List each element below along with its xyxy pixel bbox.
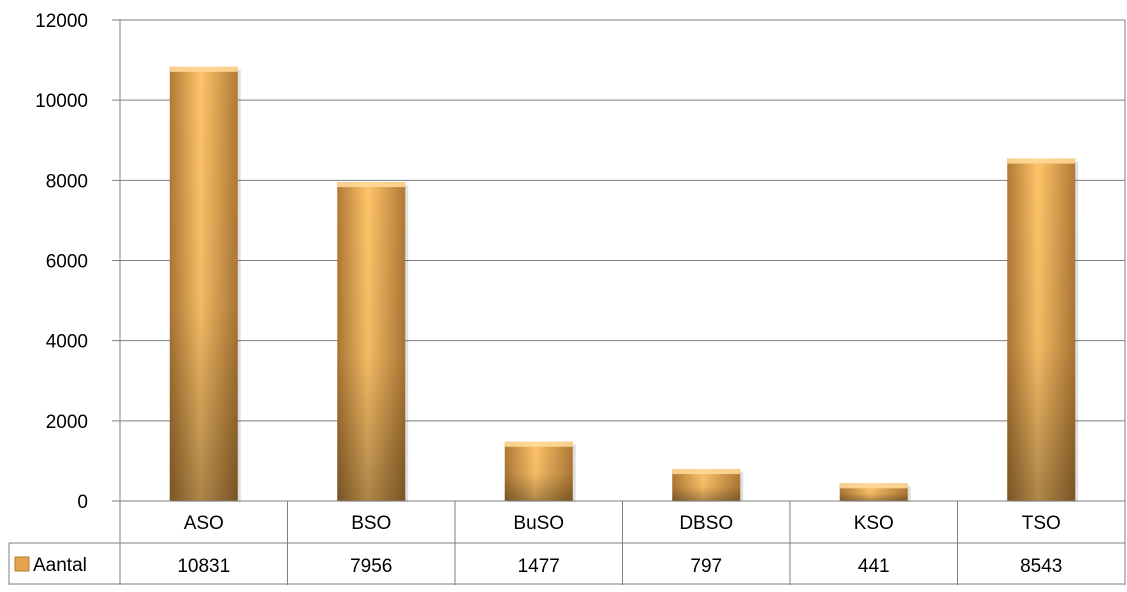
y-tick-label: 0: [77, 492, 88, 513]
bar: [839, 483, 911, 502]
bar-top-highlight: [337, 182, 406, 188]
bars: [169, 66, 1079, 503]
x-tick-label: KSO: [854, 513, 894, 534]
y-axis: 0 2000 4000 6000 8000 10000 12000: [35, 11, 1126, 513]
bar-shade: [504, 441, 573, 501]
data-value-label: 797: [690, 556, 722, 577]
bar: [672, 469, 744, 502]
bar: [337, 182, 409, 503]
y-tick-label: 6000: [46, 252, 88, 273]
y-tick-label: 10000: [35, 91, 88, 112]
gridlines: [112, 19, 1125, 502]
bar: [504, 441, 576, 502]
x-tick-label: BuSO: [513, 513, 564, 534]
x-tick-label: ASO: [184, 513, 224, 534]
y-tick-label: 2000: [46, 412, 88, 433]
y-tick-label: 8000: [46, 171, 88, 192]
legend-label: Aantal: [33, 555, 87, 576]
x-tick-label: DBSO: [679, 513, 733, 534]
legend-swatch: [14, 556, 30, 572]
y-tick-label: 4000: [46, 332, 88, 353]
data-value-label: 7956: [350, 556, 392, 577]
bar-top-highlight: [672, 469, 741, 475]
bar: [169, 66, 241, 502]
bar: [1007, 158, 1079, 502]
bar-shade: [672, 469, 741, 501]
x-tick-label: TSO: [1022, 513, 1061, 534]
data-value-label: 10831: [177, 556, 230, 577]
bar-top-highlight: [839, 483, 908, 489]
data-table: ASO BSO BuSO DBSO KSO TSO Aantal 10831 7956 1477 7…: [8, 500, 1126, 585]
bar-shade: [337, 182, 406, 502]
data-value-label: 8543: [1020, 556, 1062, 577]
data-value-label: 1477: [518, 556, 560, 577]
data-value-label: 441: [858, 556, 890, 577]
bar-shade: [1007, 158, 1076, 501]
x-tick-label: BSO: [351, 513, 391, 534]
bar-top-highlight: [1007, 158, 1076, 164]
bar-shade: [169, 66, 238, 501]
bar-top-highlight: [169, 66, 238, 72]
bar-top-highlight: [504, 441, 573, 447]
y-tick-label: 12000: [35, 11, 88, 32]
